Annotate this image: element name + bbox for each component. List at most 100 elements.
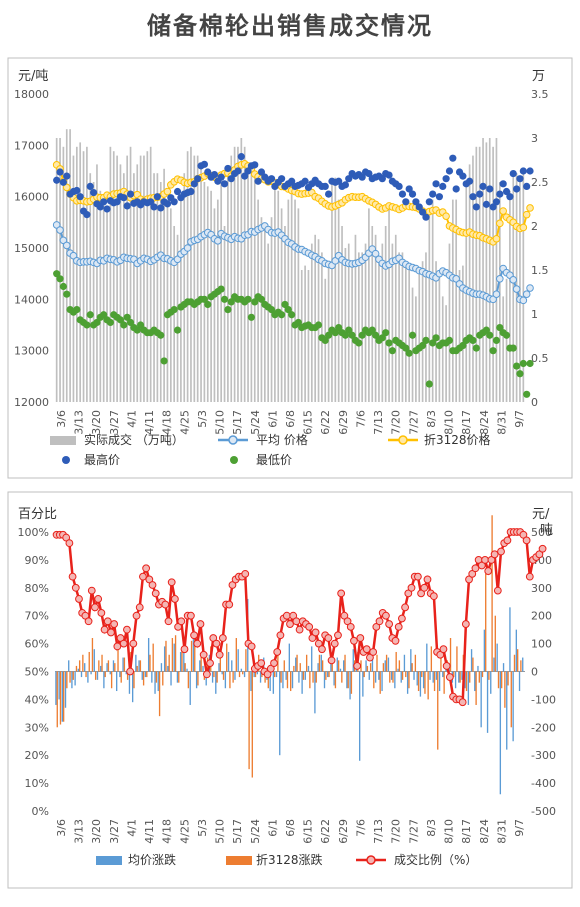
ratio-point xyxy=(190,631,198,640)
volume-bar xyxy=(294,199,296,402)
avg-change-bar xyxy=(474,671,476,692)
change-3128-bar xyxy=(152,643,154,672)
x-tick-label: 3/27 xyxy=(108,410,121,435)
legend-marker xyxy=(230,456,238,464)
ratio-point xyxy=(493,586,502,595)
avg-change-bar xyxy=(410,649,412,672)
ratio-point xyxy=(276,631,285,640)
min-price-point xyxy=(257,295,266,303)
avg-change-bar xyxy=(141,671,143,680)
x-tick-label: 9/7 xyxy=(513,410,526,428)
max-price-point xyxy=(435,193,443,201)
avg-change-bar xyxy=(429,671,431,680)
volume-bar xyxy=(381,243,384,402)
min-price-point xyxy=(53,270,61,278)
min-price-point xyxy=(388,347,396,355)
min-price-point xyxy=(56,275,64,283)
change-3128-bar xyxy=(513,654,516,672)
x-tick-label: 7/6 xyxy=(354,410,367,428)
min-price-point xyxy=(331,329,339,337)
change-3128-bar xyxy=(133,671,135,689)
x-tick-label: 6/22 xyxy=(319,819,332,844)
max-price-point xyxy=(415,203,423,211)
change-3128-bar xyxy=(155,671,158,683)
x-tick-label: 6/15 xyxy=(302,819,315,844)
min-price-point xyxy=(126,318,135,327)
x-tick-label: 8/17 xyxy=(460,410,473,435)
avg-change-bar xyxy=(346,671,348,689)
volume-bar xyxy=(250,164,253,402)
ratio-point xyxy=(442,662,451,670)
max-price-point xyxy=(482,200,490,208)
min-price-point xyxy=(106,318,114,327)
change-3128-bar xyxy=(171,638,174,672)
x-tick-label: 6/1 xyxy=(266,819,279,837)
avg-change-bar xyxy=(349,671,351,700)
min-price-point xyxy=(204,300,212,309)
legend-label: 最高价 xyxy=(84,452,120,467)
y-left-unit: 元/吨 xyxy=(18,69,48,84)
change-3128-bar xyxy=(334,671,337,689)
change-3128-bar xyxy=(197,671,199,686)
change-3128-bar xyxy=(238,671,241,678)
change-3128-bar xyxy=(216,671,218,683)
ratio-point xyxy=(353,662,362,670)
change-3128-bar xyxy=(56,671,58,728)
avg-change-bar xyxy=(295,657,297,672)
volume-bar xyxy=(156,173,159,402)
min-price-point xyxy=(489,347,497,355)
volume-bar xyxy=(468,164,471,402)
change-3128-bar xyxy=(417,671,420,692)
change-3128-bar xyxy=(165,640,167,672)
y-right-tick-label: 1.5 xyxy=(531,264,549,277)
max-price-point xyxy=(173,187,182,196)
change-3128-bar xyxy=(478,671,480,683)
change-3128-bar xyxy=(325,671,327,680)
min-price-point xyxy=(419,341,427,350)
change-3128-bar xyxy=(328,671,330,678)
max-price-point xyxy=(469,193,477,201)
legend-item: 最高价 xyxy=(62,452,120,467)
max-price-point xyxy=(402,198,410,206)
min-price-point xyxy=(372,331,380,339)
ratio-point xyxy=(142,564,151,573)
max-price-point xyxy=(365,169,373,178)
max-price-point xyxy=(53,176,61,184)
volume-bar xyxy=(408,265,411,402)
legend-item: 最低价 xyxy=(230,453,292,467)
avg-change-bar xyxy=(365,660,367,672)
ratio-point xyxy=(75,595,83,603)
avg-change-bar xyxy=(227,651,230,672)
volume-bar xyxy=(180,199,182,402)
avg-change-bar xyxy=(183,649,185,672)
legend-label: 平均 价格 xyxy=(256,432,308,447)
y-right-tick-label: 1 xyxy=(531,308,538,321)
change-3128-bar xyxy=(347,671,349,689)
min-price-point xyxy=(425,380,433,388)
change-3128-bar xyxy=(411,663,413,672)
volume-bar xyxy=(455,199,458,402)
y-right-tick-label: 3.5 xyxy=(531,88,549,101)
volume-bar xyxy=(425,252,427,402)
max-price-point xyxy=(486,185,494,193)
volume-bar xyxy=(260,217,263,402)
avg-price-point xyxy=(173,255,182,264)
max-price-point xyxy=(466,177,474,185)
volume-bar xyxy=(314,234,317,402)
volume-bar xyxy=(297,208,300,402)
ratio-point xyxy=(327,656,336,665)
y-left-tick-label: 100% xyxy=(18,526,49,539)
change-3128-bar xyxy=(379,671,381,694)
x-tick-label: 7/13 xyxy=(372,410,385,435)
ratio-point xyxy=(538,544,547,553)
ratio-point xyxy=(193,639,202,648)
avg-change-bar xyxy=(176,671,179,683)
change-3128-bar xyxy=(430,646,433,672)
max-price-point xyxy=(113,198,121,206)
x-tick-label: 7/20 xyxy=(390,819,403,844)
y-right-tick-label: -500 xyxy=(531,805,556,818)
min-price-point xyxy=(516,370,524,378)
max-price-point xyxy=(86,182,94,190)
change-3128-bar xyxy=(232,671,234,683)
avg-change-bar xyxy=(167,665,169,672)
